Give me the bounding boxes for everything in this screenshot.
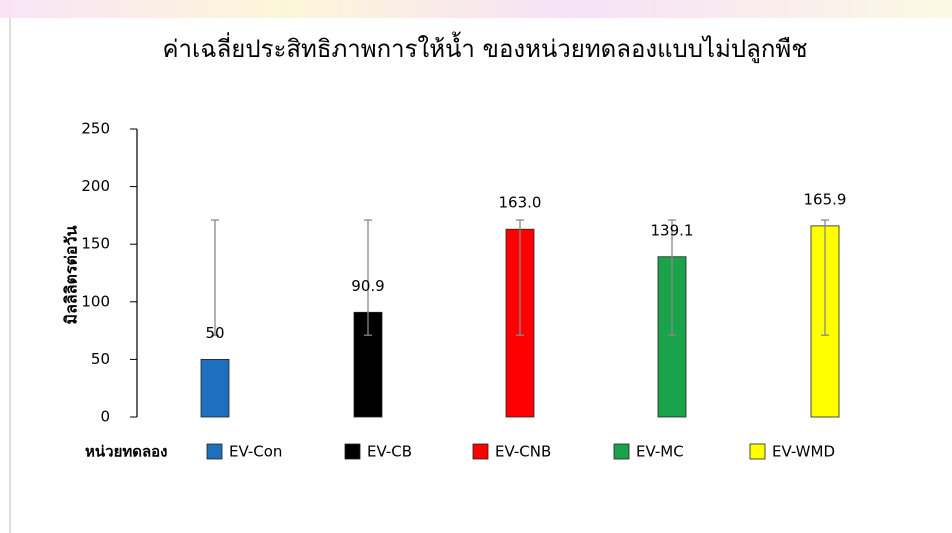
legend-title: หน่วยทดลอง: [85, 443, 168, 461]
legend-label: EV-WMD: [772, 443, 835, 461]
legend-label: EV-MC: [636, 443, 684, 461]
legend-swatch: [749, 443, 766, 460]
y-tick-label: 150: [81, 235, 110, 253]
y-tick-label: 50: [91, 350, 110, 368]
legend-label: EV-Con: [229, 443, 282, 461]
y-tick-label: 100: [81, 292, 110, 310]
y-axis-label: มิลลิลิตรต่อวัน: [62, 226, 81, 325]
legend-label: EV-CNB: [495, 443, 551, 461]
bar: [200, 358, 230, 418]
y-tick-label: 200: [81, 177, 110, 195]
value-label: 165.9: [804, 190, 847, 208]
legend-swatch: [344, 443, 361, 460]
value-label: 50: [205, 324, 224, 342]
chart-title: ค่าเฉลี่ยประสิทธิภาพการให้น้ำ ของหน่วยทด…: [162, 31, 807, 64]
value-label: 163.0: [499, 194, 542, 212]
legend-swatch: [206, 443, 223, 460]
legend-label: EV-CB: [367, 443, 412, 461]
y-tick-label: 0: [100, 408, 110, 426]
legend-swatch: [613, 443, 630, 460]
value-label: 139.1: [651, 221, 694, 239]
header-band: [0, 0, 952, 18]
value-label: 90.9: [351, 277, 384, 295]
y-tick-label: 250: [81, 120, 110, 138]
legend-swatch: [472, 443, 489, 460]
